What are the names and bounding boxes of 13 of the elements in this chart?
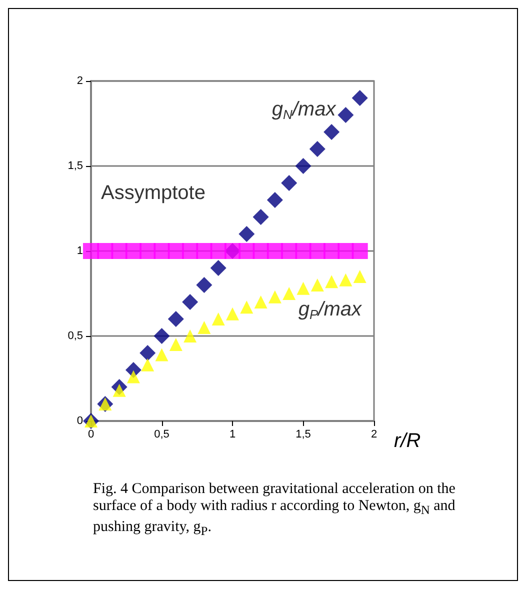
series-label: Assymptote: [101, 182, 206, 204]
text: Fig. 4 Comparison between gravitational acceleration on the surface of a body with radius r according to Newton, g$_{N}$ and pushing gravity, g$_{P}$.: [93, 481, 456, 538]
y-tick-label: 1: [76, 245, 83, 257]
y-tick-label: 1,5: [68, 160, 83, 172]
x-tick-label: 2: [370, 428, 378, 440]
y-tick-label: 0: [76, 415, 83, 427]
x-axis-title: r/R: [394, 430, 421, 452]
x-tick-label: 0,5: [154, 428, 170, 440]
x-tick-label: 1,5: [296, 428, 311, 440]
y-tick-label: 0,5: [68, 330, 83, 342]
x-tick-label: 1: [229, 428, 236, 440]
x-tick-label: 0: [88, 428, 94, 440]
y-tick-label: 2: [76, 75, 83, 87]
